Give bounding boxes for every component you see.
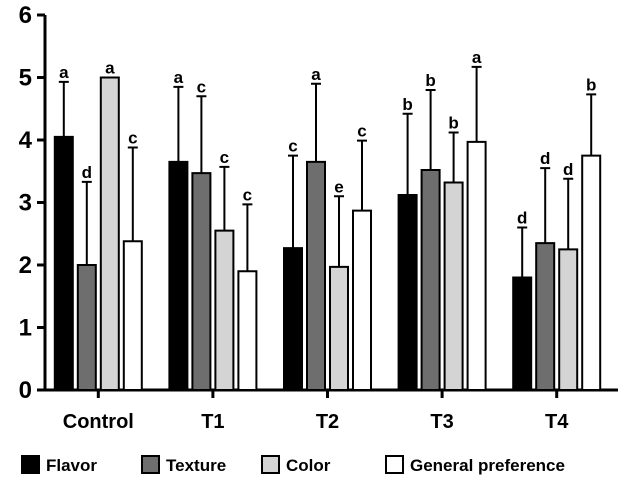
significance-letter: b [448, 114, 458, 133]
significance-letter: d [82, 163, 92, 182]
y-tick-label: 4 [19, 127, 33, 154]
bar [329, 265, 349, 391]
bar [214, 229, 235, 391]
y-tick-label: 0 [19, 377, 32, 404]
bar [558, 248, 579, 391]
x-tick-label: T2 [316, 411, 339, 433]
significance-letter: e [334, 177, 343, 196]
legend: Flavor Texture Color General preference [21, 455, 565, 475]
significance-letter: c [197, 77, 206, 96]
error-bars [58, 65, 597, 278]
significance-letter: a [59, 63, 69, 82]
significance-letter: d [540, 149, 550, 168]
significance-letter: c [288, 137, 297, 156]
significance-letter: c [243, 185, 252, 204]
legend-label: Flavor [46, 456, 97, 475]
bar [306, 160, 326, 391]
bar [53, 135, 74, 391]
bar [237, 270, 258, 391]
significance-letter: c [128, 129, 137, 148]
x-tick-label: T1 [201, 411, 224, 433]
bar [122, 240, 143, 391]
bars [53, 76, 602, 391]
legend-swatch [261, 455, 280, 474]
significance-letter: d [563, 160, 573, 179]
bar [581, 154, 602, 391]
significance-letter: a [105, 59, 115, 78]
bar [443, 181, 464, 391]
bar [535, 242, 556, 391]
y-tick-label: 6 [19, 2, 32, 29]
legend-swatch [141, 455, 160, 474]
legend-swatch [385, 455, 404, 474]
significance-letter: b [425, 71, 435, 90]
y-tick-label: 1 [19, 315, 32, 342]
x-tick-label: T3 [430, 411, 453, 433]
significance-letter: c [357, 122, 366, 141]
bar [397, 194, 418, 391]
significance-letter: b [586, 75, 596, 94]
significance-letter: a [472, 48, 482, 67]
x-tick-label: Control [63, 411, 134, 433]
significance-letter: b [402, 95, 412, 114]
significance-letter: d [517, 209, 527, 228]
legend-label: Color [286, 456, 331, 475]
significance-letter: a [174, 68, 184, 87]
legend-label: General preference [410, 456, 565, 475]
bar [99, 76, 120, 391]
bar [352, 209, 372, 391]
bar [191, 172, 212, 391]
legend-swatch [21, 455, 40, 474]
bar [466, 140, 487, 391]
y-tick-label: 2 [19, 252, 32, 279]
significance-letter: c [220, 148, 229, 167]
bar [512, 276, 533, 391]
legend-label: Texture [166, 456, 226, 475]
bar [76, 264, 97, 391]
y-tick-label: 3 [19, 190, 32, 217]
bar [168, 160, 189, 391]
bar [420, 169, 441, 391]
x-tick-label: T4 [545, 411, 569, 433]
bar [283, 247, 303, 391]
y-tick-label: 5 [19, 65, 32, 92]
significance-letter: a [311, 65, 321, 84]
